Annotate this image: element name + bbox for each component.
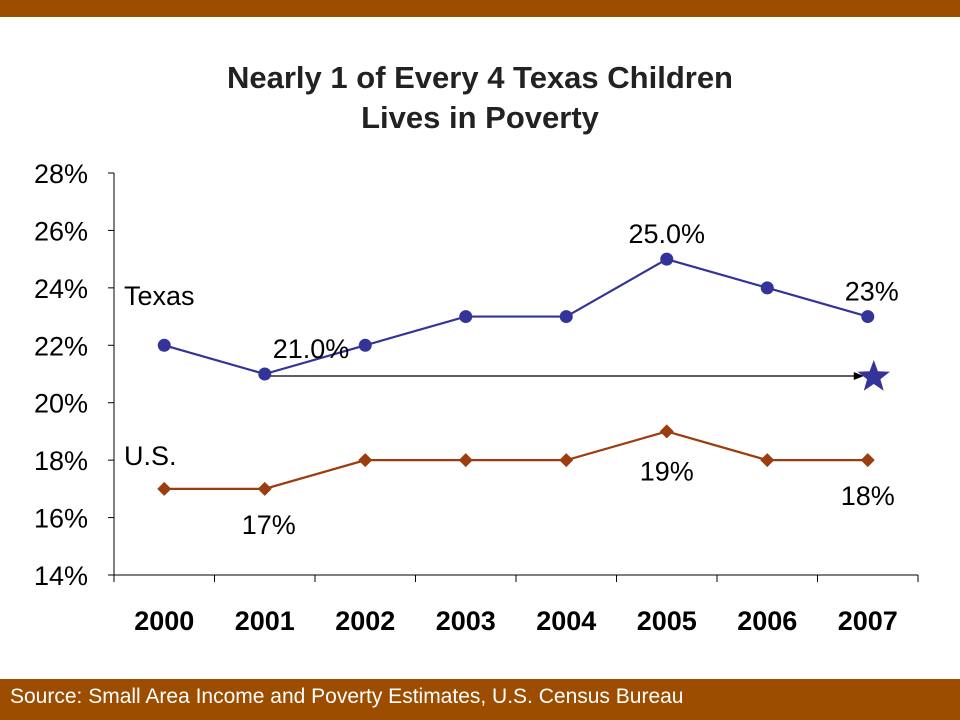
data-label: 23%: [845, 277, 899, 307]
data-label: 18%: [841, 481, 895, 511]
top-accent-bar: [0, 0, 960, 17]
data-label: 17%: [242, 510, 296, 540]
data-point-u-s: [760, 453, 775, 468]
x-tick-label: 2003: [436, 606, 496, 636]
x-tick-label: 2000: [134, 606, 194, 636]
data-point-texas: [760, 281, 774, 295]
data-label: 19%: [640, 456, 694, 486]
y-tick-label: 20%: [34, 389, 88, 419]
x-tick-label: 2007: [838, 606, 898, 636]
y-tick-label: 18%: [34, 446, 88, 476]
chart-title-line-1: Nearly 1 of Every 4 Texas Children: [227, 60, 733, 95]
data-point-texas: [157, 338, 171, 352]
bottom-accent-bar: [0, 679, 960, 720]
source-note: Source: Small Area Income and Poverty Es…: [10, 685, 684, 708]
chart-title-line-2: Lives in Poverty: [361, 100, 599, 135]
chart-title: Nearly 1 of Every 4 Texas Children Lives…: [0, 58, 960, 138]
y-tick-label: 26%: [34, 216, 88, 246]
data-point-u-s: [257, 481, 272, 496]
y-tick-label: 28%: [34, 159, 88, 189]
data-point-u-s: [659, 424, 674, 439]
data-point-u-s: [358, 453, 373, 468]
data-label: 25.0%: [628, 219, 705, 249]
series-line-texas: [163, 257, 869, 376]
y-tick-label: 16%: [34, 504, 88, 534]
data-point-u-s: [860, 453, 875, 468]
data-point-u-s: [157, 481, 172, 496]
series-label-u-s: U.S.: [124, 441, 177, 471]
annotation-arrow-head: [853, 372, 864, 380]
x-tick-label: 2006: [737, 606, 797, 636]
data-point-texas: [861, 310, 875, 324]
y-tick-label: 14%: [34, 561, 88, 591]
data-point-u-s: [559, 453, 574, 468]
y-tick-label: 22%: [34, 331, 88, 361]
x-tick-label: 2005: [637, 606, 697, 636]
data-point-texas: [358, 338, 372, 352]
data-point-texas: [660, 252, 674, 266]
data-point-texas: [559, 310, 573, 324]
data-point-u-s: [458, 453, 473, 468]
x-tick-label: 2001: [235, 606, 295, 636]
data-point-texas: [258, 367, 272, 381]
series-label-texas: Texas: [124, 281, 195, 311]
x-tick-label: 2004: [536, 606, 596, 636]
data-point-texas: [459, 310, 473, 324]
series-line-u-s: [164, 430, 868, 490]
data-label: 21.0%: [273, 334, 350, 364]
star-icon: [857, 360, 890, 391]
x-tick-label: 2002: [335, 606, 395, 636]
y-tick-label: 24%: [34, 274, 88, 304]
